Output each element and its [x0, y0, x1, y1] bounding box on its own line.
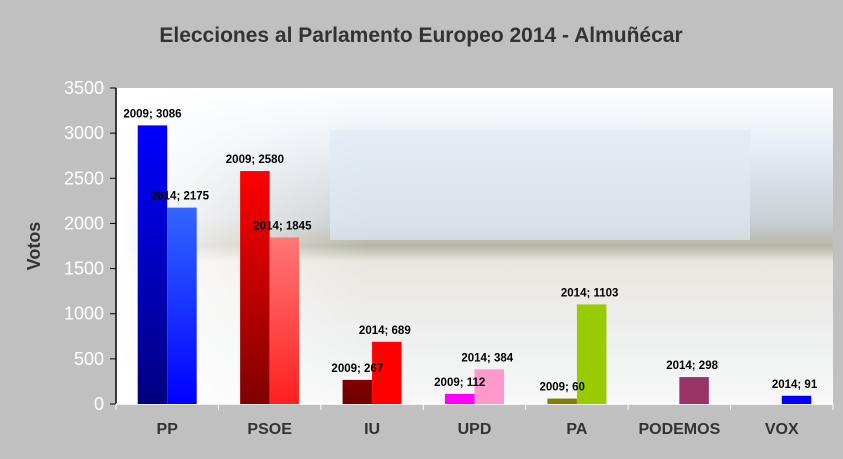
x-tick-label: PODEMOS: [638, 421, 720, 438]
y-tick-label: 1000: [64, 304, 104, 324]
bar-2009-psoe: [240, 171, 270, 404]
y-tick-label: 3500: [64, 78, 104, 98]
data-label: 2009; 60: [539, 382, 584, 394]
y-tick-label: 2000: [64, 213, 104, 233]
bar-2014-iu: [372, 341, 402, 404]
data-label: 2014; 298: [666, 360, 718, 372]
data-label: 2009; 3086: [123, 108, 181, 120]
bar-2014-pa: [576, 304, 607, 404]
bar-2014-pp: [167, 207, 197, 404]
building-illustration: [330, 130, 750, 240]
data-label: 2009; 112: [434, 377, 485, 389]
y-tick-label: 500: [74, 349, 104, 369]
data-label: 2014; 689: [359, 325, 411, 337]
x-tick-label: PSOE: [247, 421, 292, 438]
y-tick-label: 1500: [64, 259, 104, 279]
y-tick-label: 0: [94, 394, 104, 414]
x-tick-label: PP: [157, 421, 179, 438]
bar-2009-upd: [445, 393, 475, 404]
data-label: 2009; 2580: [226, 154, 284, 166]
bar-2009-pa: [547, 398, 577, 404]
x-tick-label: VOX: [765, 421, 799, 438]
x-tick-label: IU: [364, 421, 380, 438]
data-label: 2009; 267: [331, 363, 383, 375]
bar-2014-podemos: [679, 377, 709, 404]
y-tick-label: 2500: [64, 168, 104, 188]
y-tick-label: 3000: [64, 123, 104, 143]
bar-2014-upd: [474, 369, 504, 404]
bar-2009-iu: [342, 379, 373, 404]
data-label: 2014; 1845: [253, 220, 312, 232]
bar-2009-pp: [137, 125, 168, 404]
chart-title: Elecciones al Parlamento Europeo 2014 - …: [159, 24, 682, 47]
bar-2014-psoe: [269, 237, 300, 404]
data-label: 2014; 91: [772, 379, 818, 391]
bar-2014-vox: [781, 395, 812, 404]
data-label: 2014; 2175: [151, 191, 210, 203]
y-axis-label: Votos: [24, 222, 44, 271]
x-tick-label: PA: [566, 421, 587, 438]
data-label: 2014; 1103: [561, 287, 619, 299]
x-tick-label: UPD: [458, 421, 492, 438]
data-label: 2014; 384: [461, 352, 513, 364]
